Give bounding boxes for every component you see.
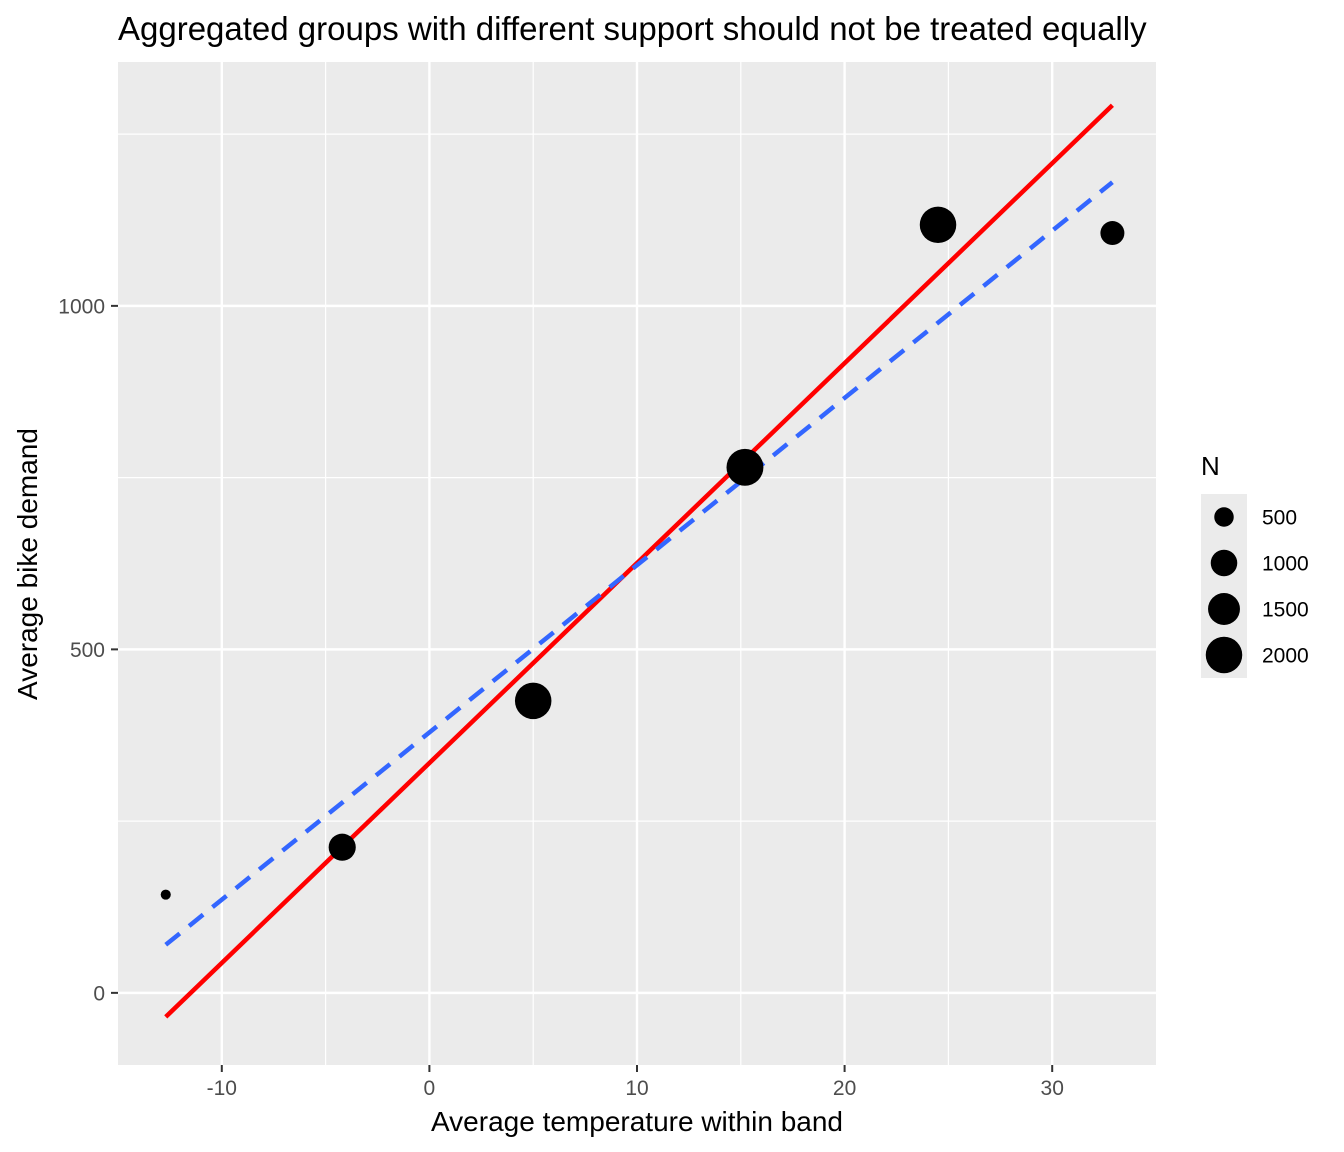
y-tick-label: 1000 xyxy=(58,295,105,318)
data-point xyxy=(726,448,764,486)
data-point xyxy=(919,206,957,244)
data-point xyxy=(328,833,356,861)
legend-label: 500 xyxy=(1262,507,1297,530)
unweighted-fit-line xyxy=(164,180,1114,947)
size-legend: N 500 1000 1500 2000 xyxy=(1201,451,1309,678)
legend-key xyxy=(1214,507,1234,527)
chart-title: Aggregated groups with different support… xyxy=(118,10,1147,47)
legend-key xyxy=(1208,593,1240,625)
data-point xyxy=(514,682,552,720)
x-axis-title: Average temperature within band xyxy=(431,1106,843,1137)
legend-label: 2000 xyxy=(1262,645,1309,668)
data-points xyxy=(160,206,1125,900)
x-tick-label: 20 xyxy=(833,1077,856,1100)
legend-key xyxy=(1205,636,1243,674)
legend-label: 1500 xyxy=(1262,599,1309,622)
y-tick-label: 0 xyxy=(93,982,105,1005)
y-axis: 0 500 1000 xyxy=(58,295,118,1005)
x-tick-label: 0 xyxy=(424,1077,436,1100)
x-tick-label: 10 xyxy=(625,1077,648,1100)
y-tick-label: 500 xyxy=(70,639,105,662)
legend-label: 1000 xyxy=(1262,553,1309,576)
legend-title: N xyxy=(1201,451,1220,481)
data-point xyxy=(1100,221,1125,246)
legend-key xyxy=(1210,549,1238,577)
y-axis-title: Average bike demand xyxy=(12,428,43,700)
legend-entries: 500 1000 1500 2000 xyxy=(1205,507,1309,674)
x-axis: -10 0 10 20 30 xyxy=(207,1065,1064,1100)
x-tick-label: -10 xyxy=(207,1077,237,1100)
x-tick-label: 30 xyxy=(1041,1077,1064,1100)
data-point xyxy=(160,889,171,900)
fit-lines xyxy=(164,103,1114,1019)
